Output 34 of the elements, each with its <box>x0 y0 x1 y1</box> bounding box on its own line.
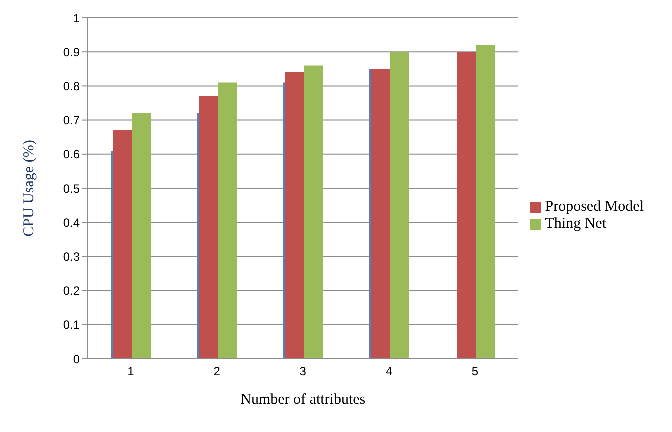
bar <box>111 150 113 359</box>
x-axis-title: Number of attributes <box>240 392 366 408</box>
y-tick-label: 0.2 <box>63 284 80 298</box>
y-tick-label: 0.7 <box>63 114 80 128</box>
y-tick-label: 0.4 <box>63 216 80 230</box>
y-tick-label: 0.9 <box>63 45 80 60</box>
y-tick-label: 0 <box>73 352 80 366</box>
x-tick-label: 1 <box>128 364 135 379</box>
bar <box>132 113 151 359</box>
y-tick-label: 0.8 <box>63 79 80 94</box>
y-tick-label: 1 <box>73 11 80 26</box>
x-tick-label: 2 <box>214 364 221 379</box>
bar <box>285 72 304 359</box>
bar <box>113 130 132 359</box>
bar <box>457 52 476 359</box>
bar <box>197 113 200 359</box>
x-tick-label: 5 <box>472 364 479 379</box>
y-tick-label: 0.6 <box>63 148 80 162</box>
y-tick-label: 0.5 <box>63 182 80 196</box>
bar <box>283 82 286 359</box>
bar <box>369 69 372 359</box>
legend-label: Thing Net <box>545 216 606 232</box>
bar <box>199 96 218 359</box>
x-tick-label: 3 <box>300 364 307 379</box>
legend-label: Proposed Model <box>545 199 644 215</box>
bar <box>371 69 390 359</box>
x-tick-label: 4 <box>386 364 393 379</box>
y-tick-label: 0.3 <box>63 250 80 264</box>
y-axis-title: CPU Usage (%) <box>21 140 38 237</box>
y-tick-label: 0.1 <box>63 318 80 332</box>
bar <box>390 52 410 359</box>
bar <box>304 66 324 359</box>
bar <box>476 45 496 359</box>
bar <box>218 82 238 359</box>
